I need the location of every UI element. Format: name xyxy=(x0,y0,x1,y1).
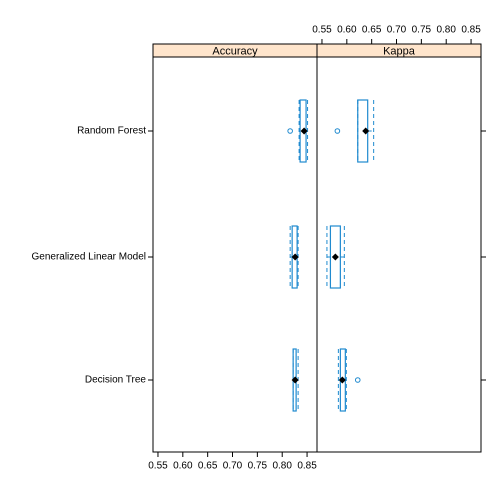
outlier xyxy=(354,377,361,383)
median xyxy=(291,253,299,261)
y-tick-label: Decision Tree xyxy=(85,375,147,386)
median xyxy=(338,376,346,384)
outlier xyxy=(287,128,293,134)
x-tick-label: 0.75 xyxy=(248,461,268,472)
panel xyxy=(316,56,482,453)
median xyxy=(300,127,308,135)
x-tick-label: 0.65 xyxy=(198,461,218,472)
y-tick-label: Generalized Linear Model xyxy=(31,252,146,263)
strip-title: Kappa xyxy=(383,45,416,57)
x-tick-label: 0.85 xyxy=(461,25,481,36)
x-tick-label: 0.70 xyxy=(223,461,243,472)
x-tick-label: 0.60 xyxy=(173,461,193,472)
x-tick-label: 0.80 xyxy=(436,25,456,36)
box xyxy=(329,225,341,289)
x-tick-label: 0.80 xyxy=(272,461,292,472)
x-tick-label: 0.65 xyxy=(362,25,382,36)
y-tick-label: Random Forest xyxy=(77,126,146,137)
x-tick-label: 0.70 xyxy=(387,25,407,36)
strip-title: Accuracy xyxy=(212,45,258,57)
median xyxy=(331,253,339,261)
x-tick-label: 0.85 xyxy=(297,461,317,472)
x-tick-label: 0.55 xyxy=(148,461,168,472)
median xyxy=(291,376,299,384)
median xyxy=(362,127,370,135)
x-tick-label: 0.60 xyxy=(337,25,357,36)
x-tick-label: 0.55 xyxy=(312,25,332,36)
outlier xyxy=(334,128,341,134)
x-tick-label: 0.75 xyxy=(412,25,432,36)
